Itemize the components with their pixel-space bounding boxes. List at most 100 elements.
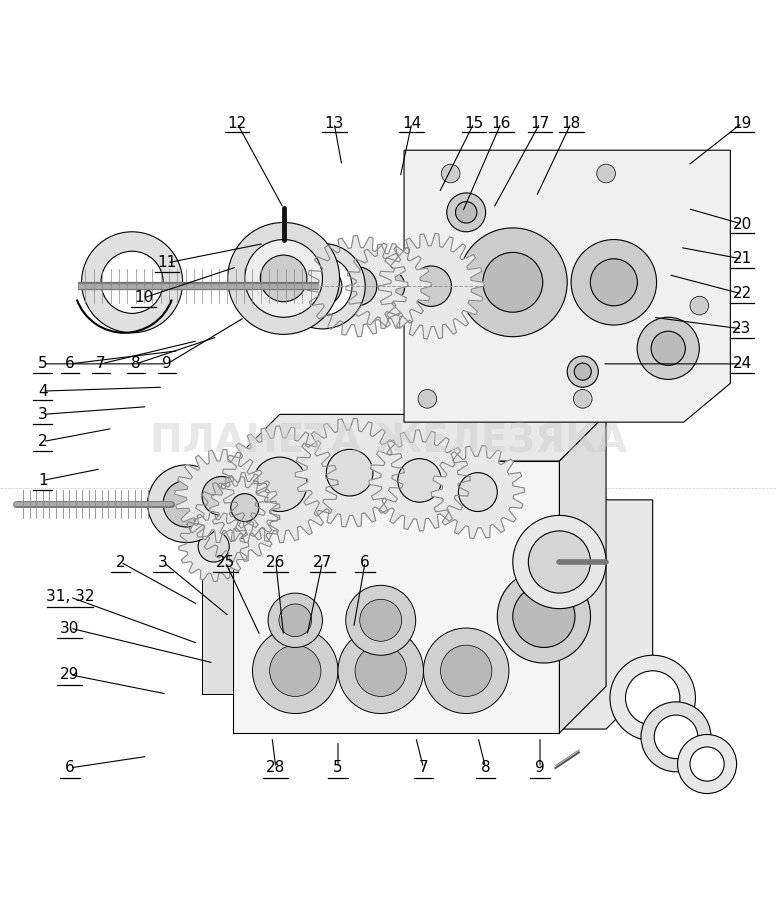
Polygon shape — [307, 236, 408, 337]
Text: 28: 28 — [267, 761, 285, 775]
Circle shape — [398, 458, 441, 502]
Text: 31, 32: 31, 32 — [46, 589, 94, 605]
Text: 3: 3 — [38, 407, 47, 422]
Circle shape — [198, 531, 229, 562]
Circle shape — [567, 356, 598, 387]
Polygon shape — [210, 473, 280, 542]
Circle shape — [573, 389, 592, 408]
Text: 22: 22 — [733, 287, 751, 301]
Polygon shape — [559, 414, 606, 733]
Circle shape — [355, 645, 406, 696]
Text: 10: 10 — [134, 290, 153, 305]
Polygon shape — [175, 449, 268, 542]
Circle shape — [690, 747, 724, 781]
Text: 26: 26 — [267, 554, 285, 570]
Polygon shape — [233, 461, 559, 733]
Circle shape — [270, 645, 321, 696]
Circle shape — [574, 363, 591, 380]
Circle shape — [372, 270, 405, 302]
Circle shape — [625, 671, 680, 726]
Circle shape — [268, 593, 322, 647]
Text: 6: 6 — [361, 554, 370, 570]
Circle shape — [458, 228, 567, 337]
Polygon shape — [378, 233, 484, 339]
Circle shape — [338, 266, 377, 305]
Circle shape — [423, 628, 509, 714]
Polygon shape — [346, 243, 431, 329]
Circle shape — [591, 259, 637, 306]
Text: 12: 12 — [228, 115, 246, 131]
Circle shape — [654, 715, 698, 759]
Circle shape — [218, 500, 256, 538]
Text: 14: 14 — [402, 115, 421, 131]
Circle shape — [411, 266, 451, 306]
Circle shape — [279, 604, 312, 636]
Text: 3: 3 — [159, 554, 168, 570]
Text: 16: 16 — [492, 115, 510, 131]
Circle shape — [101, 251, 163, 313]
Circle shape — [228, 222, 340, 335]
Circle shape — [637, 317, 699, 380]
Circle shape — [360, 599, 402, 642]
Polygon shape — [221, 426, 338, 542]
Text: 5: 5 — [38, 357, 47, 372]
Circle shape — [82, 231, 183, 333]
Circle shape — [441, 645, 492, 696]
Text: 30: 30 — [61, 621, 79, 635]
Text: 21: 21 — [733, 252, 751, 266]
Circle shape — [447, 193, 486, 231]
Circle shape — [231, 493, 259, 522]
Circle shape — [253, 628, 338, 714]
Circle shape — [441, 164, 460, 183]
Circle shape — [458, 473, 497, 512]
Text: 19: 19 — [733, 115, 751, 131]
Circle shape — [326, 449, 373, 496]
Polygon shape — [466, 500, 653, 729]
Text: 17: 17 — [531, 115, 549, 131]
Polygon shape — [179, 512, 249, 582]
Circle shape — [280, 243, 365, 329]
Circle shape — [513, 515, 606, 609]
Circle shape — [690, 296, 709, 315]
Circle shape — [253, 457, 307, 512]
Circle shape — [455, 202, 477, 223]
Text: 23: 23 — [733, 322, 751, 337]
Text: 18: 18 — [562, 115, 580, 131]
FancyBboxPatch shape — [202, 523, 233, 694]
Circle shape — [483, 253, 542, 313]
Polygon shape — [295, 419, 404, 526]
Text: 7: 7 — [96, 357, 106, 372]
Text: 24: 24 — [733, 357, 751, 372]
Circle shape — [641, 702, 711, 772]
Circle shape — [346, 585, 416, 656]
Polygon shape — [369, 430, 470, 531]
Text: 4: 4 — [38, 384, 47, 398]
Circle shape — [610, 656, 695, 740]
Text: 2: 2 — [116, 554, 125, 570]
Circle shape — [163, 480, 210, 527]
Circle shape — [528, 531, 591, 593]
Circle shape — [202, 477, 241, 515]
Text: 25: 25 — [216, 554, 235, 570]
Circle shape — [513, 585, 575, 647]
Polygon shape — [431, 445, 524, 538]
Circle shape — [148, 465, 225, 542]
Circle shape — [260, 255, 307, 301]
Circle shape — [303, 266, 342, 305]
Circle shape — [571, 240, 657, 325]
Text: 20: 20 — [733, 217, 751, 231]
Text: 5: 5 — [333, 761, 343, 775]
Text: ПЛАНЕТА ЖЕЛЕЗЯКА: ПЛАНЕТА ЖЕЛЕЗЯКА — [150, 422, 627, 461]
Text: 6: 6 — [65, 357, 75, 372]
Circle shape — [293, 256, 352, 315]
Text: 9: 9 — [535, 761, 545, 775]
Circle shape — [597, 164, 615, 183]
Polygon shape — [194, 477, 280, 561]
Text: 29: 29 — [61, 668, 79, 682]
Circle shape — [651, 331, 685, 365]
Polygon shape — [233, 414, 606, 461]
Text: 8: 8 — [131, 357, 141, 372]
Polygon shape — [404, 150, 730, 422]
Text: 7: 7 — [419, 761, 428, 775]
Circle shape — [245, 240, 322, 317]
